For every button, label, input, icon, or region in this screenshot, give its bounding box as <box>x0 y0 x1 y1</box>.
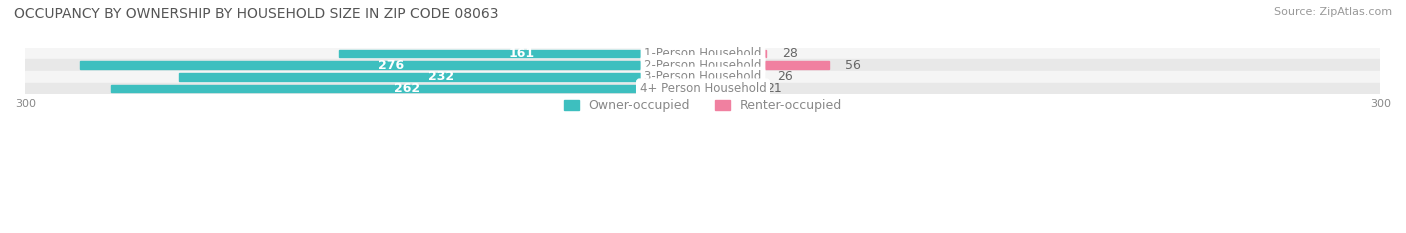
Text: 56: 56 <box>845 59 860 72</box>
Text: 262: 262 <box>394 82 420 95</box>
Text: 21: 21 <box>766 82 782 95</box>
Bar <box>339 50 703 57</box>
Text: 161: 161 <box>508 47 534 60</box>
Bar <box>703 85 751 92</box>
Bar <box>25 59 1381 71</box>
Bar <box>80 61 703 69</box>
Bar <box>25 71 1381 83</box>
Bar <box>25 83 1381 94</box>
Text: 3-Person Household: 3-Person Household <box>644 70 762 83</box>
Text: 1-Person Household: 1-Person Household <box>644 47 762 60</box>
Text: 4+ Person Household: 4+ Person Household <box>640 82 766 95</box>
Bar <box>703 61 830 69</box>
Bar <box>703 50 766 57</box>
Bar <box>179 73 703 81</box>
Legend: Owner-occupied, Renter-occupied: Owner-occupied, Renter-occupied <box>558 94 848 117</box>
Bar <box>703 73 762 81</box>
Text: Source: ZipAtlas.com: Source: ZipAtlas.com <box>1274 7 1392 17</box>
Bar <box>111 85 703 92</box>
Text: 276: 276 <box>378 59 405 72</box>
Text: 2-Person Household: 2-Person Household <box>644 59 762 72</box>
Text: 232: 232 <box>427 70 454 83</box>
Text: OCCUPANCY BY OWNERSHIP BY HOUSEHOLD SIZE IN ZIP CODE 08063: OCCUPANCY BY OWNERSHIP BY HOUSEHOLD SIZE… <box>14 7 499 21</box>
Bar <box>25 48 1381 59</box>
Text: 28: 28 <box>782 47 799 60</box>
Text: 26: 26 <box>778 70 793 83</box>
